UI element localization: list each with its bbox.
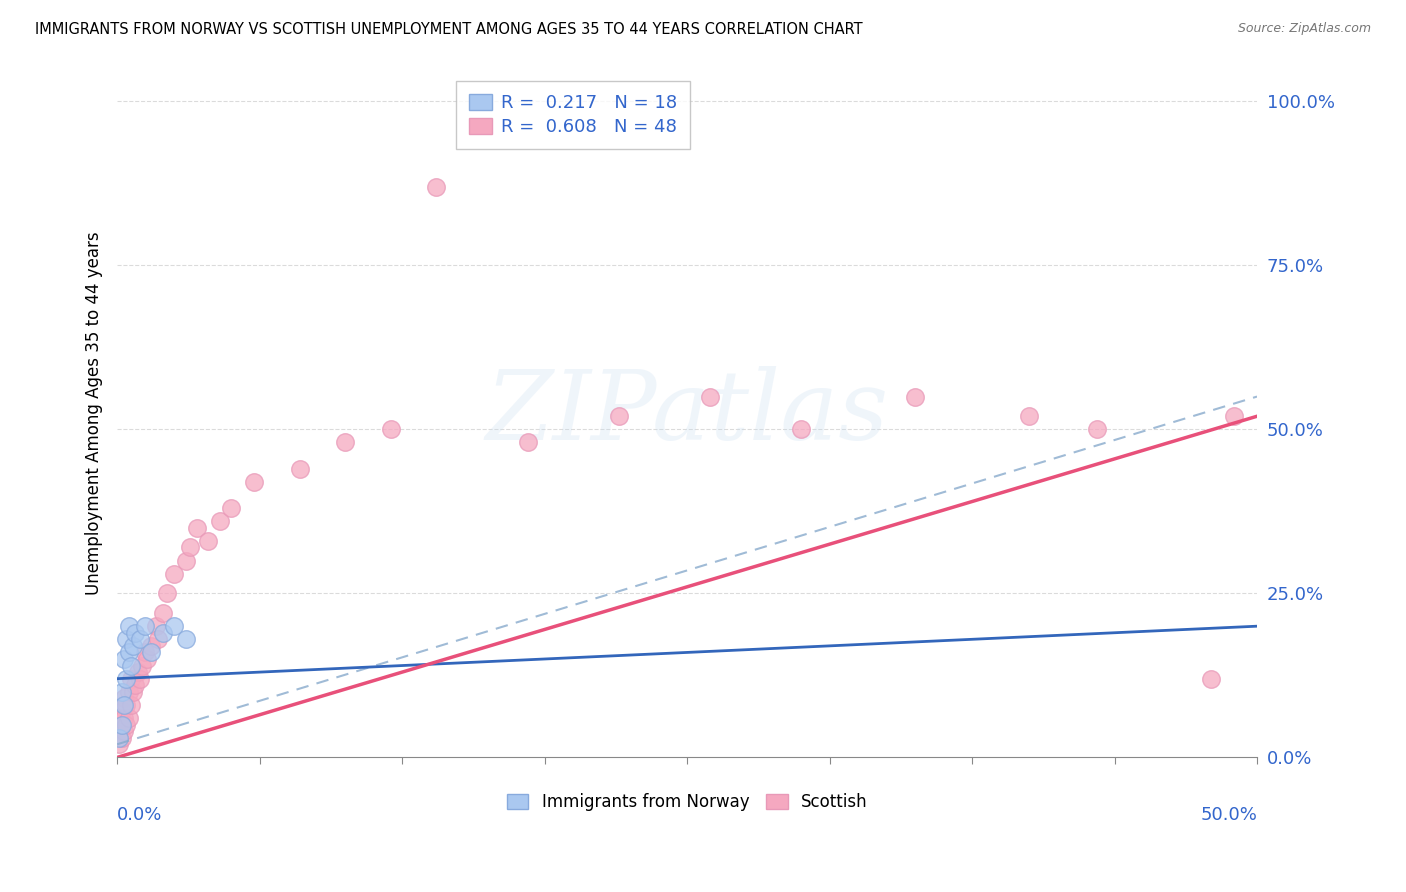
Point [174,632,197,647]
Point [145,619,167,633]
Point [112,711,135,725]
Text: Source: ZipAtlas.com: Source: ZipAtlas.com [1237,22,1371,36]
Text: 0.0%: 0.0% [117,805,163,823]
Point [124,678,146,692]
Point [219,501,242,516]
Point [186,521,208,535]
Text: 50.0%: 50.0% [1201,805,1257,823]
Point [152,625,174,640]
Point [112,691,135,706]
Point [152,606,174,620]
Point [135,652,157,666]
Point [243,475,266,489]
Point [380,422,402,436]
Point [790,422,813,436]
Point [111,685,134,699]
Point [131,658,153,673]
Point [1018,409,1040,424]
Point [134,619,156,633]
Point [1087,422,1109,436]
Point [208,514,231,528]
Point [134,645,156,659]
Point [197,533,219,548]
Point [108,711,131,725]
Point [127,665,149,679]
Point [117,645,139,659]
Y-axis label: Unemployment Among Ages 35 to 44 years: Unemployment Among Ages 35 to 44 years [86,231,103,595]
Point [122,639,145,653]
Point [1223,409,1246,424]
Point [699,390,721,404]
Point [288,461,311,475]
Point [163,619,186,633]
Point [112,724,135,739]
Point [115,632,138,647]
Point [333,435,356,450]
Point [115,672,138,686]
Point [174,553,197,567]
Point [115,717,138,731]
Point [120,672,142,686]
Point [111,731,134,745]
Point [108,731,131,745]
Legend: Immigrants from Norway, Scottish: Immigrants from Norway, Scottish [501,787,875,818]
Point [516,435,538,450]
Point [115,698,138,712]
Point [179,541,201,555]
Point [112,698,135,712]
Point [148,632,170,647]
Point [117,619,139,633]
Point [163,566,186,581]
Point [111,717,134,731]
Point [124,625,146,640]
Point [904,390,927,404]
Point [129,672,152,686]
Point [117,711,139,725]
Point [108,737,131,751]
Point [111,717,134,731]
Point [607,409,630,424]
Point [129,632,152,647]
Point [112,652,135,666]
Text: ZIPatlas: ZIPatlas [485,366,889,460]
Point [117,685,139,699]
Point [425,179,447,194]
Point [111,705,134,719]
Point [1201,672,1223,686]
Point [108,724,131,739]
Point [120,698,142,712]
Point [156,586,179,600]
Text: IMMIGRANTS FROM NORWAY VS SCOTTISH UNEMPLOYMENT AMONG AGES 35 TO 44 YEARS CORREL: IMMIGRANTS FROM NORWAY VS SCOTTISH UNEMP… [35,22,863,37]
Point [141,639,163,653]
Point [141,645,163,659]
Point [122,685,145,699]
Point [120,658,142,673]
